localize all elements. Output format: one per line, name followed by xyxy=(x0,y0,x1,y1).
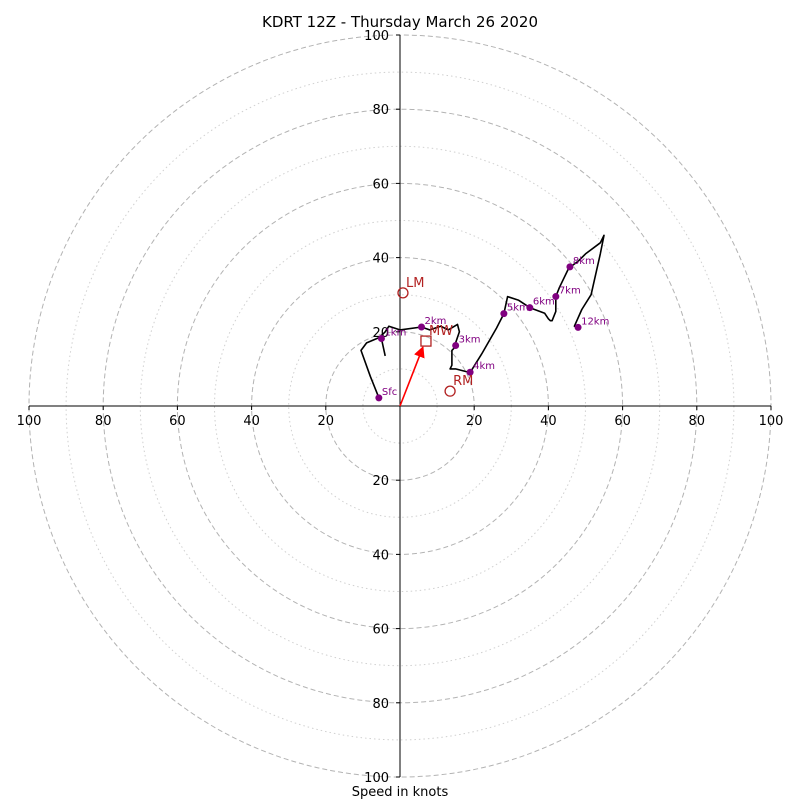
y-tick-label: 80 xyxy=(372,103,389,118)
y-tick-label: 40 xyxy=(372,548,389,563)
y-tick-label: 100 xyxy=(364,771,389,786)
y-tick-label: 60 xyxy=(372,623,389,638)
hodograph-trace xyxy=(360,234,605,407)
x-tick-label: 40 xyxy=(243,414,260,429)
x-tick-label: 60 xyxy=(614,414,631,429)
height-point-1km xyxy=(377,334,385,342)
height-label-5km: 5km xyxy=(507,303,529,314)
chart-title: KDRT 12Z - Thursday March 26 2020 xyxy=(262,13,538,31)
height-point-Sfc xyxy=(375,394,383,402)
height-label-1km: 1km xyxy=(384,327,406,338)
height-point-8km xyxy=(566,263,574,271)
tick-labels: 100 100 80 80 60 60 40 40 20 20 20 20 40 40 60 60 80 80 10… xyxy=(17,29,784,786)
height-label-4km: 4km xyxy=(473,361,495,372)
height-point-4km xyxy=(466,368,474,376)
x-tick-label: 80 xyxy=(689,414,706,429)
height-point-2km xyxy=(418,323,426,331)
height-point-6km xyxy=(526,304,534,312)
height-label-Sfc: Sfc xyxy=(382,387,397,398)
height-label-12km: 12km xyxy=(581,316,609,327)
height-label-2km: 2km xyxy=(425,316,447,327)
height-point-7km xyxy=(552,293,560,301)
y-tick-label: 20 xyxy=(372,474,389,489)
height-points: Sfc 1km 2km 3km 4km 5km 6km 7km 8km 12km xyxy=(375,256,609,402)
height-point-12km xyxy=(574,323,582,331)
x-tick-label: 100 xyxy=(17,414,42,429)
y-tick-label: 100 xyxy=(364,29,389,44)
hodograph-line xyxy=(360,234,605,399)
storm-motion-markers: LM RM MW xyxy=(397,276,473,397)
marker-label-MW: MW xyxy=(429,324,453,339)
height-label-6km: 6km xyxy=(533,297,555,308)
y-tick-label: 60 xyxy=(372,177,389,192)
x-tick-label: 80 xyxy=(95,414,112,429)
marker-label-LM: LM xyxy=(406,276,424,291)
marker-LM xyxy=(397,287,409,299)
height-point-3km xyxy=(452,342,460,350)
x-tick-label: 20 xyxy=(318,414,335,429)
mean-wind-arrow xyxy=(399,346,425,407)
marker-MW xyxy=(420,335,432,347)
x-tick-label: 20 xyxy=(466,414,483,429)
marker-label-RM: RM xyxy=(453,374,473,389)
x-tick-label: 40 xyxy=(540,414,557,429)
marker-RM xyxy=(444,385,456,397)
height-label-3km: 3km xyxy=(459,335,481,346)
y-tick-label: 40 xyxy=(372,252,389,267)
height-label-7km: 7km xyxy=(559,286,581,297)
y-tick-label: 80 xyxy=(372,697,389,712)
x-tick-label: 100 xyxy=(759,414,784,429)
x-tick-label: 60 xyxy=(169,414,186,429)
height-label-8km: 8km xyxy=(573,256,595,267)
y-tick-label: 20 xyxy=(372,326,389,341)
height-point-5km xyxy=(500,310,508,318)
x-axis-label: Speed in knots xyxy=(352,785,449,800)
